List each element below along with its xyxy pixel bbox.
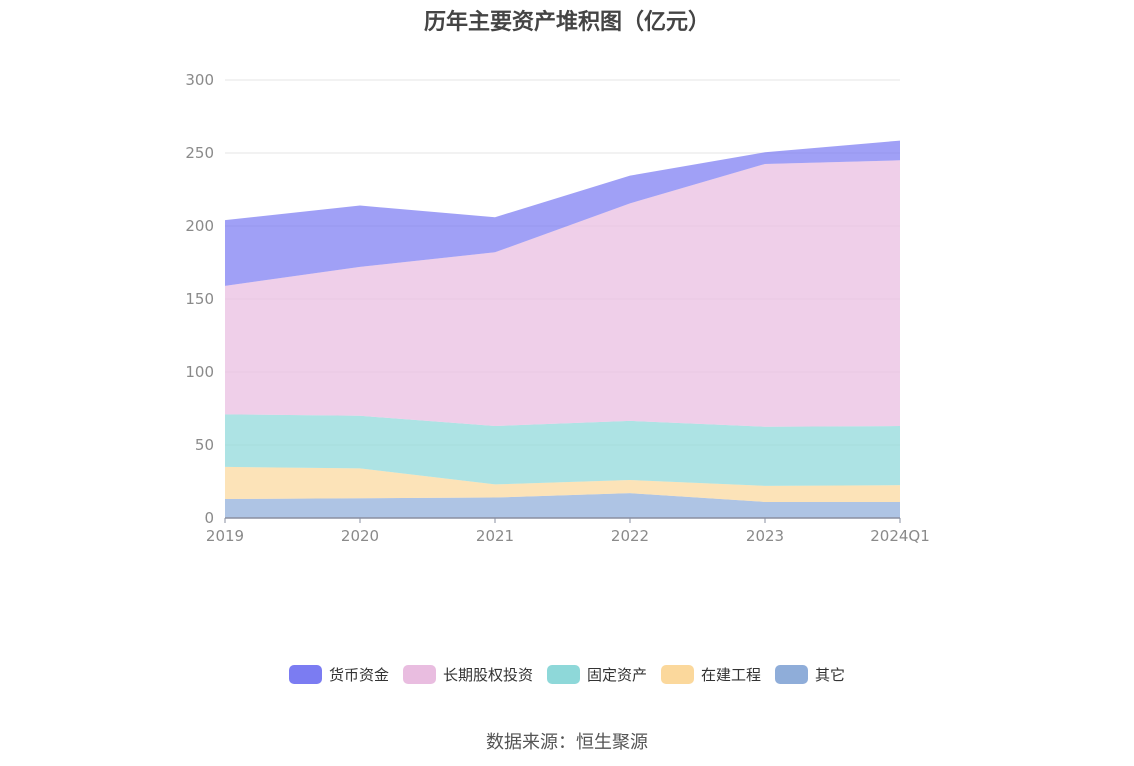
chart-title: 历年主要资产堆积图（亿元） [423, 10, 710, 35]
y-tick-label: 200 [185, 217, 214, 235]
y-tick-label: 50 [195, 436, 214, 454]
legend-swatch [288, 665, 322, 684]
area-series-3 [225, 160, 900, 427]
legend-swatch [661, 665, 694, 684]
x-tick-label: 2021 [476, 527, 514, 545]
x-tick-label: 2020 [341, 527, 379, 545]
legend-swatch [775, 665, 809, 684]
legend-label: 固定资产 [586, 666, 647, 684]
x-tick-label: 2022 [611, 527, 649, 545]
legend-item[interactable]: 其它 [775, 664, 845, 685]
x-tick-label: 2024Q1 [870, 527, 930, 545]
legend-label: 在建工程 [701, 666, 762, 684]
legend-item[interactable]: 长期股权投资 [402, 664, 533, 685]
area-series-4 [225, 140, 900, 286]
legend-label: 长期股权投资 [442, 666, 533, 684]
x-tick-label: 2023 [746, 527, 784, 545]
y-tick-label: 150 [185, 290, 214, 308]
stacked-area-chart: 0 50 100 150 200 250 300 2019 2020 2021 2022 2023 20… [185, 71, 929, 545]
source-note: 数据来源：恒生聚源 [486, 732, 648, 753]
area-series-1 [225, 466, 900, 502]
y-tick-label: 100 [185, 363, 214, 381]
y-tick-label: 0 [204, 509, 214, 527]
legend-label: 货币资金 [328, 666, 389, 684]
legend-swatch [546, 665, 580, 684]
area-series-2 [225, 414, 900, 486]
area-layer [225, 140, 900, 518]
legend-label: 其它 [815, 666, 846, 684]
legend-item[interactable]: 货币资金 [288, 664, 389, 685]
y-tick-label: 250 [185, 144, 214, 162]
legend: 货币资金 长期股权投资 固定资产 在建工程 其它 [0, 664, 1134, 685]
x-tick-label: 2019 [206, 527, 244, 545]
legend-swatch [402, 665, 436, 684]
axis-layer: 0 50 100 150 200 250 300 2019 2020 2021 2022 2023 20… [185, 71, 929, 545]
legend-item[interactable]: 固定资产 [546, 664, 647, 685]
area-series-0 [225, 493, 900, 518]
y-tick-label: 300 [185, 71, 214, 89]
legend-item[interactable]: 在建工程 [661, 664, 761, 685]
